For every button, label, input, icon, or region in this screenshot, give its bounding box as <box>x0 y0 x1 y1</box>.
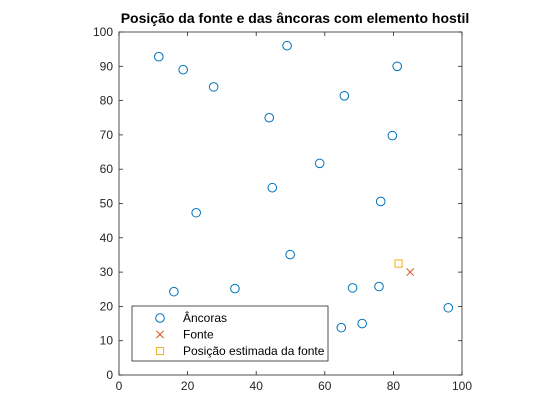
x-tick-label: 100 <box>452 379 472 393</box>
anchor-point <box>191 207 201 218</box>
y-tick-label: 20 <box>100 299 114 313</box>
anchor-point <box>392 61 402 72</box>
x-tick-label: 80 <box>387 379 401 393</box>
legend-label: Posição estimada da fonte <box>183 344 325 358</box>
anchor-point <box>267 182 278 193</box>
y-tick-label: 100 <box>93 25 113 39</box>
y-tick-label: 0 <box>106 368 113 382</box>
anchor-point <box>347 283 358 293</box>
x-tick-label: 40 <box>250 379 264 393</box>
x-tick-label: 60 <box>318 379 332 393</box>
anchor-point <box>178 64 188 75</box>
anchor-point <box>336 322 347 333</box>
anchor-point <box>375 196 386 207</box>
y-tick-label: 90 <box>100 59 114 73</box>
x-tick-label: 0 <box>116 379 123 393</box>
y-tick-label: 10 <box>100 334 114 348</box>
source-point <box>406 268 415 277</box>
y-tick-label: 30 <box>100 265 114 279</box>
anchor-point <box>282 40 292 51</box>
anchor-point <box>153 51 164 62</box>
legend-marker <box>155 313 165 323</box>
y-tick-label: 60 <box>100 162 114 176</box>
y-tick-label: 70 <box>100 128 114 142</box>
legend-marker <box>156 330 164 339</box>
legend-label: Fonte <box>183 328 214 342</box>
anchor-point <box>264 112 275 123</box>
legend-marker <box>155 346 165 356</box>
estimated-source-point <box>394 259 403 268</box>
legend-marker-stroke <box>156 330 164 339</box>
chart-title: Posição da fonte e das âncoras com eleme… <box>121 10 470 26</box>
anchor-point <box>374 281 384 292</box>
source-point-stroke <box>406 268 415 277</box>
anchor-point <box>339 90 350 101</box>
legend-box <box>131 305 329 362</box>
anchor-point <box>314 158 325 169</box>
anchor-point <box>285 249 295 260</box>
legend: Âncoras Fonte Posição estimada da fonte <box>131 305 329 362</box>
anchor-point <box>357 318 367 329</box>
plot-area: 0 20 40 60 80 100 0 10 20 30 40 50 60 70 80 90 100 Âncora… <box>93 25 472 393</box>
x-tick-label: 20 <box>181 379 195 393</box>
anchor-point <box>169 286 179 297</box>
anchor-point <box>208 82 219 92</box>
y-tick-label: 50 <box>100 197 114 211</box>
y-tick-label: 80 <box>100 94 114 108</box>
anchor-point <box>387 130 398 141</box>
y-tick-label: 40 <box>100 231 114 245</box>
anchor-point <box>230 283 240 294</box>
anchor-point <box>443 302 454 313</box>
legend-label: Âncoras <box>183 310 227 325</box>
